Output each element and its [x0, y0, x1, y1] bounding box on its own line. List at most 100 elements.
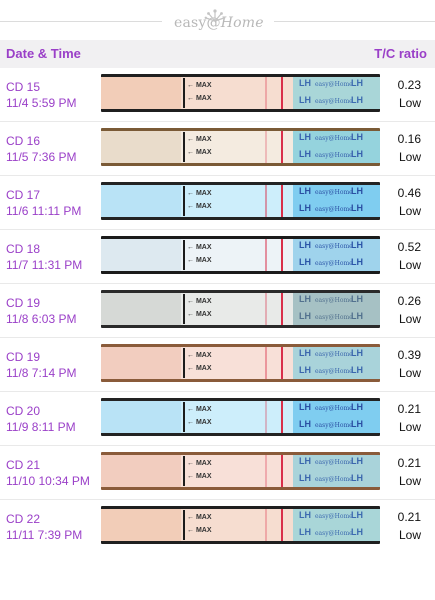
brand-print: easy@Home: [315, 351, 353, 358]
lh-print: LH: [351, 402, 363, 412]
brand-print: easy@Home: [315, 476, 353, 483]
flower-icon: [204, 9, 226, 22]
lh-print: LH: [299, 419, 311, 429]
test-line: [265, 401, 267, 433]
cycle-day: CD 19: [6, 350, 41, 364]
test-datetime: 11/6 11:11 PM: [6, 204, 82, 218]
max-label: ← MAX: [187, 149, 212, 156]
test-result-row[interactable]: CD 21 11/10 10:34 PM ← MAX ← MAX LH LH LH LH eas…: [0, 446, 435, 500]
tc-ratio-value: 0.21: [397, 510, 421, 524]
lh-level-label: Low: [398, 474, 421, 488]
test-strip-photo: ← MAX ← MAX LH LH LH LH easy@Home easy@Home: [101, 74, 380, 112]
test-line: [265, 509, 267, 541]
lh-print: LH: [351, 203, 363, 213]
lh-print: LH: [351, 294, 363, 304]
lh-print: LH: [351, 95, 363, 105]
cycle-day: CD 17: [6, 188, 41, 202]
lh-absorbent-pad: [293, 77, 380, 109]
test-datetime: 11/5 7:36 PM: [6, 150, 77, 164]
test-strip-photo: ← MAX ← MAX LH LH LH LH easy@Home easy@Home: [101, 506, 380, 544]
brand-print: easy@Home: [315, 243, 353, 250]
lh-print: LH: [299, 78, 311, 88]
lh-level-label: Low: [398, 420, 421, 434]
control-line: [281, 131, 283, 163]
test-datetime: 11/4 5:59 PM: [6, 96, 77, 110]
test-line: [265, 293, 267, 325]
test-strip-photo: ← MAX ← MAX LH LH LH LH easy@Home easy@Home: [101, 344, 380, 382]
cycle-day: CD 15: [6, 80, 41, 94]
max-dip-line: [183, 510, 185, 540]
lh-level-label: Low: [398, 96, 421, 110]
cycle-day: CD 21: [6, 458, 41, 472]
lh-print: LH: [351, 419, 363, 429]
tc-ratio-value: 0.23: [397, 78, 421, 92]
max-dip-line: [183, 186, 185, 216]
test-result-row[interactable]: CD 15 11/4 5:59 PM ← MAX ← MAX LH LH LH LH easy@…: [0, 68, 435, 122]
lh-print: LH: [351, 365, 363, 375]
test-date-label: CD 15 11/4 5:59 PM: [6, 79, 77, 111]
control-line: [281, 347, 283, 379]
max-dip-line: [183, 456, 185, 486]
max-label: ← MAX: [187, 406, 212, 413]
test-strip-photo: ← MAX ← MAX LH LH LH LH easy@Home easy@Home: [101, 236, 380, 274]
cycle-day: CD 18: [6, 242, 41, 256]
lh-absorbent-pad: [293, 185, 380, 217]
tc-ratio-column-header: T/C ratio: [374, 46, 427, 61]
lh-level-label: Low: [398, 258, 421, 272]
test-result-row[interactable]: CD 17 11/6 11:11 PM ← MAX ← MAX LH LH LH LH easy…: [0, 176, 435, 230]
cycle-day: CD 20: [6, 404, 41, 418]
tc-ratio-value: 0.46: [397, 186, 421, 200]
test-result-row[interactable]: CD 18 11/7 11:31 PM ← MAX ← MAX LH LH LH LH easy…: [0, 230, 435, 284]
lh-print: LH: [351, 510, 363, 520]
lh-print: LH: [299, 294, 311, 304]
test-result-row[interactable]: CD 19 11/8 6:03 PM ← MAX ← MAX LH LH LH LH easy@…: [0, 284, 435, 338]
test-result-row[interactable]: CD 22 11/11 7:39 PM ← MAX ← MAX LH LH LH LH easy…: [0, 500, 435, 554]
test-line: [265, 185, 267, 217]
max-label: ← MAX: [187, 136, 212, 143]
test-strip-photo: ← MAX ← MAX LH LH LH LH easy@Home easy@Home: [101, 182, 380, 220]
brand-print: easy@Home: [315, 368, 353, 375]
test-datetime: 11/11 7:39 PM: [6, 528, 83, 542]
test-result-row[interactable]: CD 20 11/9 8:11 PM ← MAX ← MAX LH LH LH LH easy@…: [0, 392, 435, 446]
test-result-row[interactable]: CD 16 11/5 7:36 PM ← MAX ← MAX LH LH LH LH easy@…: [0, 122, 435, 176]
test-results-list: CD 15 11/4 5:59 PM ← MAX ← MAX LH LH LH LH easy@…: [0, 68, 435, 554]
lh-print: LH: [351, 456, 363, 466]
lh-print: LH: [299, 149, 311, 159]
test-datetime: 11/8 6:03 PM: [6, 312, 77, 326]
max-label: ← MAX: [187, 95, 212, 102]
lh-absorbent-pad: [293, 131, 380, 163]
test-line: [265, 347, 267, 379]
test-line: [265, 77, 267, 109]
brand-print: easy@Home: [315, 189, 353, 196]
control-line: [281, 509, 283, 541]
test-date-label: CD 18 11/7 11:31 PM: [6, 241, 82, 273]
brand-print: easy@Home: [315, 260, 353, 267]
brand-print: easy@Home: [315, 422, 353, 429]
lh-absorbent-pad: [293, 347, 380, 379]
max-label: ← MAX: [187, 311, 212, 318]
lh-print: LH: [299, 365, 311, 375]
lh-print: LH: [299, 132, 311, 142]
control-line: [281, 401, 283, 433]
lh-print: LH: [299, 95, 311, 105]
max-label: ← MAX: [187, 203, 212, 210]
max-label: ← MAX: [187, 298, 212, 305]
max-dip-line: [183, 132, 185, 162]
max-label: ← MAX: [187, 190, 212, 197]
lh-print: LH: [299, 473, 311, 483]
lh-print: LH: [299, 311, 311, 321]
tc-ratio-value: 0.16: [397, 132, 421, 146]
lh-level-label: Low: [398, 204, 421, 218]
test-strip-photo: ← MAX ← MAX LH LH LH LH easy@Home easy@Home: [101, 290, 380, 328]
lh-print: LH: [351, 257, 363, 267]
control-line: [281, 293, 283, 325]
test-date-label: CD 19 11/8 7:14 PM: [6, 349, 77, 381]
test-datetime: 11/7 11:31 PM: [6, 258, 83, 272]
test-result-row[interactable]: CD 19 11/8 7:14 PM ← MAX ← MAX LH LH LH LH easy@…: [0, 338, 435, 392]
brand-print: easy@Home: [315, 206, 353, 213]
brand-print: easy@Home: [315, 135, 353, 142]
tc-ratio-value: 0.52: [397, 240, 421, 254]
lh-print: LH: [351, 311, 363, 321]
max-label: ← MAX: [187, 473, 212, 480]
lh-absorbent-pad: [293, 509, 380, 541]
